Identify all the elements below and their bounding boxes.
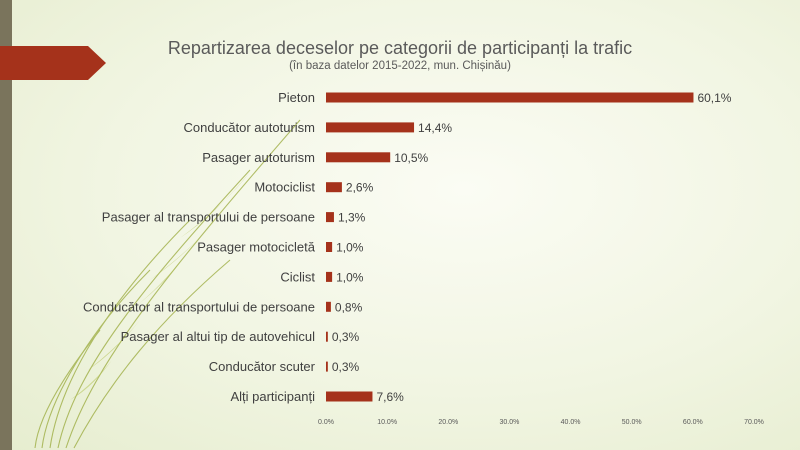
bar — [326, 391, 373, 402]
value-label: 0,3% — [332, 330, 360, 344]
bar — [326, 301, 331, 312]
category-label: Pasager al altui tip de autovehicul — [121, 329, 316, 344]
x-tick-label: 50.0% — [622, 419, 642, 426]
x-tick-label: 40.0% — [561, 419, 581, 426]
category-label: Conducător scuter — [209, 359, 316, 374]
side-bar — [0, 0, 12, 450]
x-tick-label: 10.0% — [377, 419, 397, 426]
category-label: Conducător autoturism — [183, 120, 315, 135]
title-arrow — [0, 46, 106, 80]
category-label: Alți participanți — [230, 389, 315, 404]
bar — [326, 182, 342, 193]
value-label: 0,3% — [332, 360, 360, 374]
x-tick-label: 30.0% — [499, 419, 519, 426]
x-tick-label: 70.0% — [744, 419, 764, 426]
bar — [326, 331, 328, 342]
bar — [326, 152, 391, 163]
bar — [326, 361, 328, 372]
bar — [326, 122, 415, 133]
category-label: Pieton — [278, 90, 315, 105]
value-label: 10,5% — [394, 151, 428, 165]
category-label: Pasager motocicletă — [197, 240, 316, 255]
accent-arrow-shape — [0, 46, 106, 80]
bar — [326, 242, 333, 252]
chart-title: Repartizarea deceselor pe categorii de p… — [167, 38, 633, 58]
bar — [326, 92, 694, 103]
chart-subtitle: (în baza datelor 2015-2022, mun. Chișină… — [289, 60, 511, 72]
category-label: Pasager autoturism — [202, 150, 315, 165]
value-label: 14,4% — [418, 121, 452, 135]
bar — [326, 271, 333, 282]
value-label: 1,3% — [338, 211, 366, 225]
category-label: Ciclist — [280, 269, 315, 284]
category-label: Motociclist — [254, 180, 315, 195]
category-label: Conducător al transportului de persoane — [83, 299, 315, 314]
value-label: 1,0% — [336, 241, 364, 255]
x-tick-label: 60.0% — [683, 419, 703, 426]
x-tick-label: 20.0% — [438, 419, 458, 426]
value-label: 60,1% — [697, 91, 731, 105]
value-label: 0,8% — [335, 300, 363, 314]
value-label: 2,6% — [346, 181, 374, 195]
leaf-decoration — [34, 119, 301, 449]
category-label: Pasager al transportului de persoane — [102, 210, 315, 225]
value-label: 7,6% — [376, 390, 404, 404]
x-tick-label: 0.0% — [318, 419, 334, 426]
value-label: 1,0% — [336, 270, 364, 284]
bar — [326, 212, 334, 223]
